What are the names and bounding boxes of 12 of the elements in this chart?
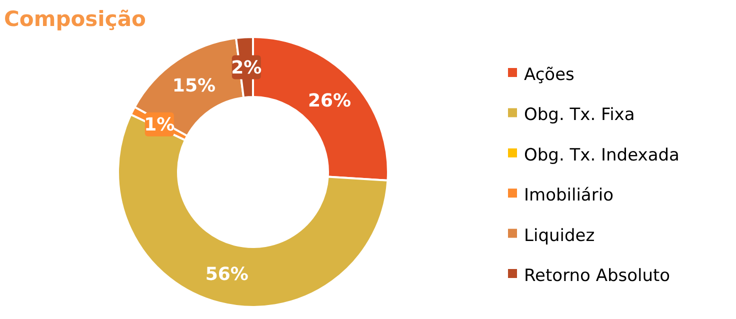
legend-label: Obg. Tx. Fixa — [524, 105, 635, 126]
legend-label: Liquidez — [524, 226, 595, 246]
legend-label: Retorno Absoluto — [524, 266, 670, 286]
data-label: 15% — [172, 75, 216, 96]
data-label: 26% — [308, 90, 352, 112]
legend-label: Imobiliário — [524, 186, 614, 206]
legend-label: Obg. Tx. Indexada — [524, 145, 680, 166]
chart-title: Composição — [4, 7, 146, 31]
data-label: 1% — [144, 114, 175, 136]
legend-label: Ações — [524, 64, 575, 85]
data-label: 56% — [205, 264, 248, 285]
data-label: 2% — [231, 58, 262, 79]
